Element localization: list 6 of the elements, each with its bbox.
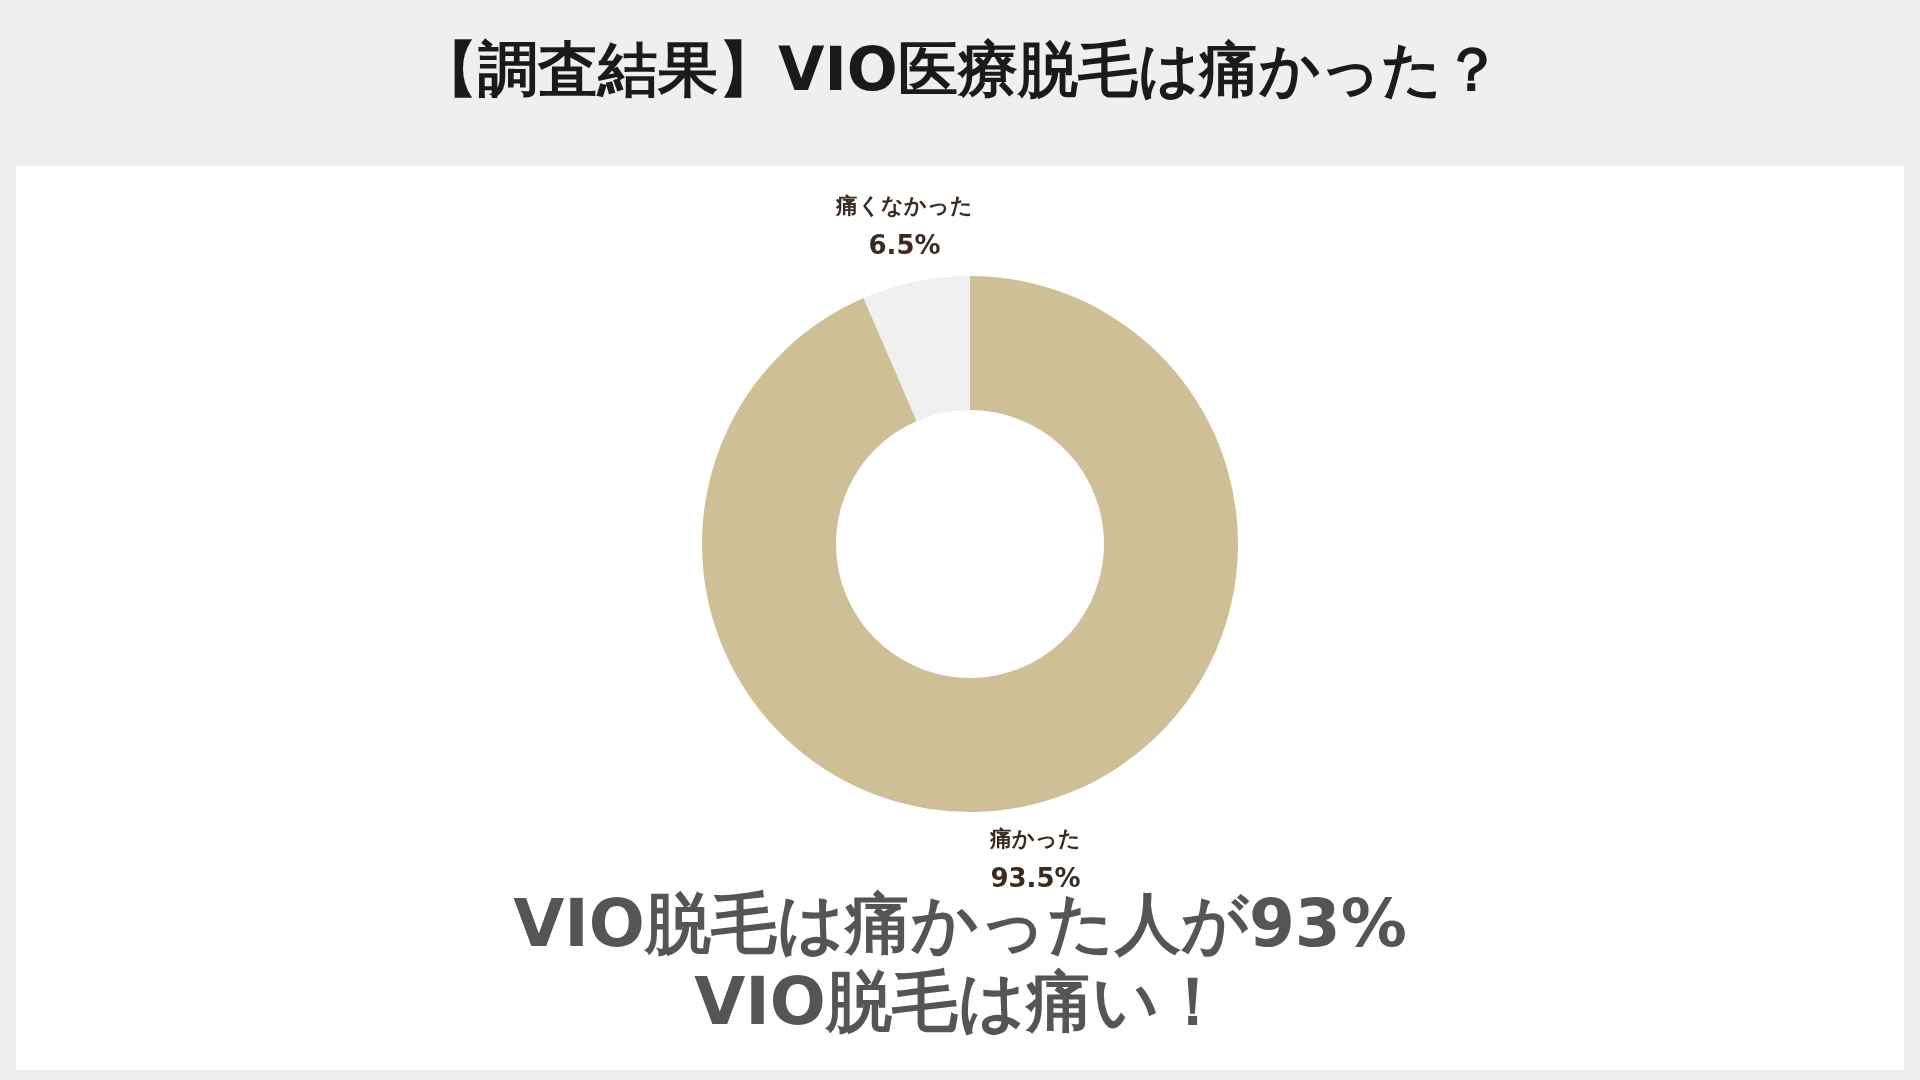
data-label: 93.5%: [990, 863, 1081, 894]
slice-label: 痛かった: [989, 826, 1081, 852]
chart-title: 【調査結果】VIO医療脱毛は痛かった？: [417, 33, 1503, 106]
data-label: 6.5%: [868, 230, 941, 261]
slice-label: 痛くなかった: [835, 193, 973, 219]
text: VIO脱毛は痛い！: [693, 963, 1227, 1041]
